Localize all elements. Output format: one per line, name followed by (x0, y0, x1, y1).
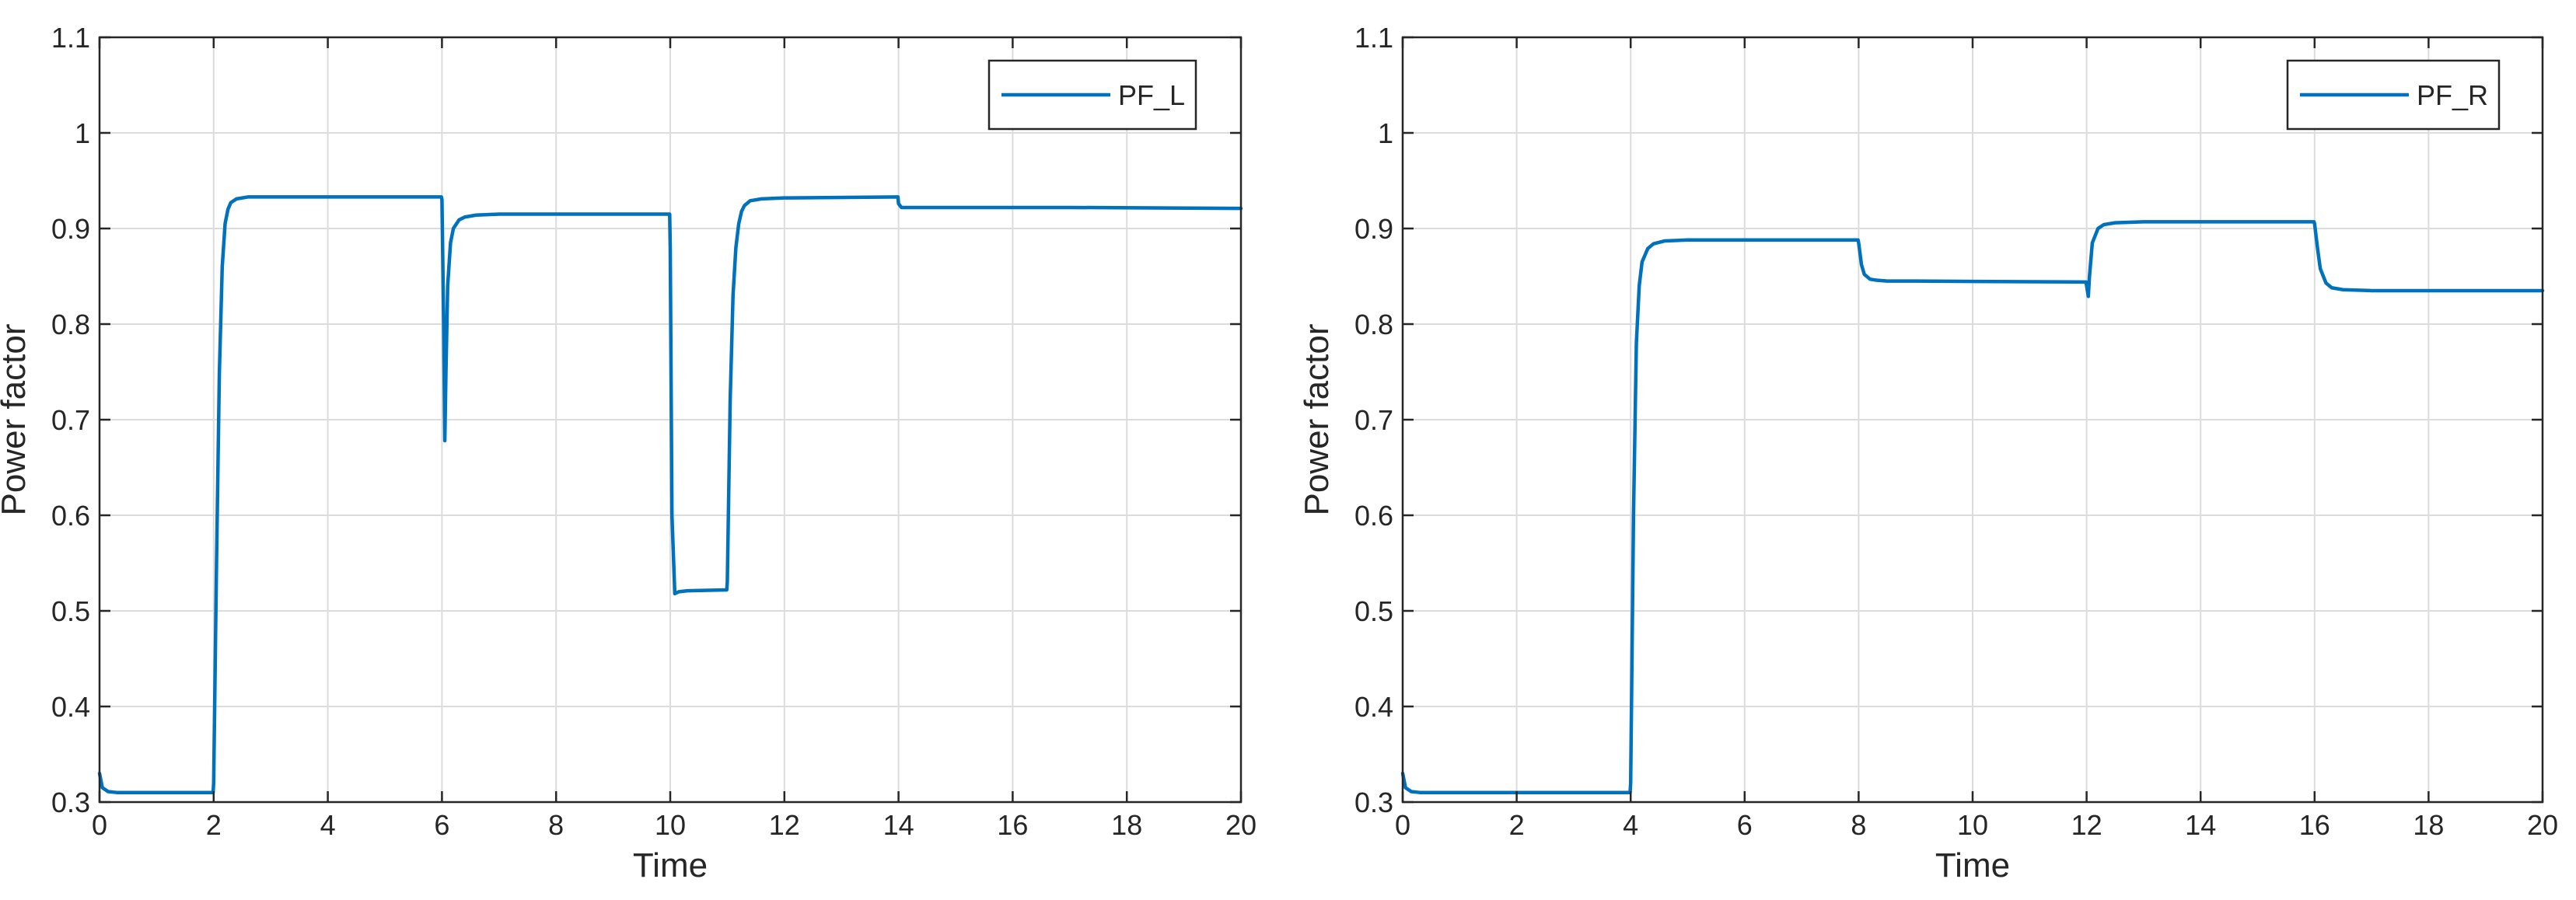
x-tick-label: 4 (1623, 809, 1638, 841)
y-tick-label: 0.6 (1354, 500, 1393, 532)
x-tick-label: 16 (997, 809, 1028, 841)
legend-label: PF_R (2417, 79, 2488, 111)
y-tick-label: 0.7 (51, 404, 90, 436)
x-tick-label: 14 (2185, 809, 2216, 841)
x-tick-label: 10 (655, 809, 686, 841)
y-tick-label: 0.7 (1354, 404, 1393, 436)
y-axis-label: Power factor (0, 324, 33, 516)
x-tick-label: 6 (1737, 809, 1753, 841)
x-tick-label: 16 (2299, 809, 2330, 841)
right-chart-panel: 0 2 4 6 8 10 12 14 16 18 20 0.3 0.4 0.5 0.6 0.7 0.8 0.9 1 1… (1298, 22, 2558, 884)
x-tick-label: 18 (1111, 809, 1142, 841)
x-tick-label: 8 (548, 809, 564, 841)
y-tick-label: 1.1 (1354, 22, 1393, 54)
y-tick-label: 0.9 (1354, 213, 1393, 245)
y-tick-label: 0.6 (51, 500, 90, 532)
x-axis-label: Time (633, 846, 708, 884)
y-tick-label: 0.5 (1354, 595, 1393, 627)
y-tick-label: 0.4 (51, 691, 90, 723)
left-chart-panel: 0 2 4 6 8 10 12 14 16 18 20 0.3 0.4 0.5 0.6 0.7 0.8 0.9 1 1… (0, 22, 1257, 884)
x-tick-label: 2 (1509, 809, 1525, 841)
x-tick-label: 4 (320, 809, 336, 841)
series-line-pf-r (1400, 220, 2545, 794)
y-tick-label: 0.8 (51, 309, 90, 340)
x-axis-label: Time (1935, 846, 2010, 884)
y-tick-label: 0.9 (51, 213, 90, 245)
x-tick-label: 14 (883, 809, 914, 841)
y-tick-label: 0.8 (1354, 309, 1393, 340)
x-tick-label: 8 (1851, 809, 1866, 841)
y-tick-label: 0.5 (51, 595, 90, 627)
legend-label: PF_L (1118, 79, 1185, 111)
y-tick-label: 1 (1378, 117, 1393, 149)
x-tick-label: 20 (2527, 809, 2558, 841)
x-tick-label: 6 (434, 809, 449, 841)
y-tick-label: 0.3 (51, 787, 90, 818)
y-tick-label: 1 (75, 117, 90, 149)
y-tick-label: 0.3 (1354, 787, 1393, 818)
x-tick-label: 10 (1957, 809, 1988, 841)
x-tick-label: 12 (2071, 809, 2102, 841)
series-line-pf-l (97, 195, 1243, 794)
x-tick-label: 12 (769, 809, 800, 841)
x-tick-label: 2 (206, 809, 222, 841)
x-tick-label: 0 (1395, 809, 1410, 841)
y-tick-label: 0.4 (1354, 691, 1393, 723)
x-tick-label: 18 (2413, 809, 2444, 841)
y-axis-label: Power factor (1298, 324, 1336, 516)
x-tick-label: 0 (92, 809, 107, 841)
y-tick-label: 1.1 (51, 22, 90, 54)
legend: PF_L (987, 59, 1197, 131)
legend: PF_R (2286, 59, 2501, 131)
x-tick-label: 20 (1225, 809, 1257, 841)
